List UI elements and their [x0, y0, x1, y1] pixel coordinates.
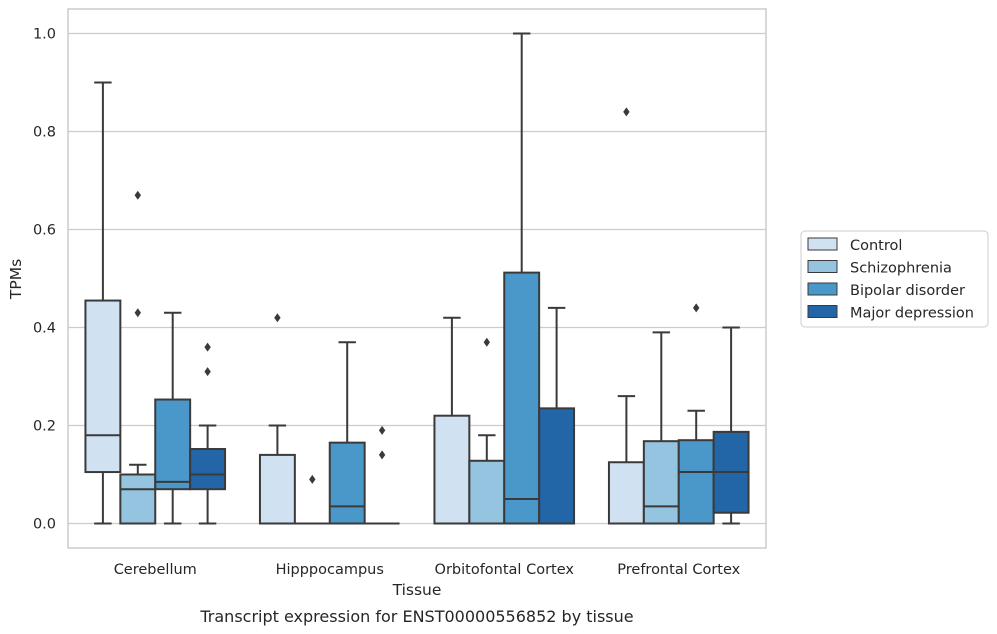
box-hipppocampus-bipolar-disorder: [328, 341, 366, 525]
legend-item-control: Control: [807, 237, 902, 254]
box-prefrontal-cortex-bipolar-disorder: [677, 303, 715, 525]
box-iqr: [538, 407, 576, 525]
legend-frame: [800, 230, 989, 328]
outlier-point: [204, 367, 211, 377]
outlier-point: [623, 107, 630, 117]
box-hipppocampus-control: [258, 313, 296, 525]
legend-label: Major depression: [850, 306, 974, 322]
box-iqr: [642, 440, 680, 525]
box-iqr: [84, 299, 122, 474]
outlier-point: [134, 190, 141, 200]
legend-label: Bipolar disorder: [850, 283, 965, 299]
box-iqr: [468, 459, 506, 525]
outlier-point: [378, 425, 386, 435]
box-orbitofontal-cortex-schizophrenia: [468, 337, 506, 525]
chart-caption: Transcript expression for ENST0000055685…: [199, 607, 633, 626]
legend-item-schizophrenia: Schizophrenia: [807, 260, 952, 277]
x-tick-label-orbitofontal-cortex: Orbitofontal Cortex: [435, 562, 575, 578]
legend-item-major-depression: Major depression: [807, 305, 974, 322]
outlier-point: [309, 474, 316, 484]
box-iqr: [503, 271, 541, 525]
legend-swatch: [807, 305, 838, 318]
box-hipppocampus-schizophrenia: [294, 474, 330, 525]
outlier-point: [204, 342, 211, 352]
y-tick-label: 0.4: [33, 321, 56, 337]
box-orbitofontal-cortex-major-depression: [538, 306, 576, 525]
box-hipppocampus-major-depression: [364, 425, 400, 525]
box-iqr: [189, 448, 227, 491]
box-orbitofontal-cortex-bipolar-disorder: [503, 32, 541, 525]
legend-label: Schizophrenia: [850, 261, 952, 277]
x-tick-label-cerebellum: Cerebellum: [114, 562, 197, 578]
box-series: [84, 32, 750, 525]
plot-frame: [67, 8, 767, 549]
outlier-point: [274, 313, 281, 323]
y-tick-label: 0.0: [33, 517, 56, 533]
box-iqr: [607, 461, 645, 525]
series-bipolar-disorder: [154, 32, 715, 525]
series-schizophrenia: [119, 190, 680, 525]
outlier-point: [483, 337, 490, 347]
box-iqr: [258, 453, 296, 525]
y-axis-title: TPMs: [7, 259, 25, 300]
legend-swatch: [807, 237, 838, 251]
box-prefrontal-cortex-control: [607, 107, 645, 525]
legend-item-bipolar-disorder: Bipolar disorder: [807, 282, 965, 299]
box-iqr: [433, 414, 471, 525]
box-iqr: [154, 398, 192, 491]
y-tick-label: 0.2: [33, 419, 56, 435]
box-orbitofontal-cortex-control: [433, 316, 471, 525]
outlier-point: [693, 303, 700, 313]
box-cerebellum-major-depression: [189, 342, 227, 525]
box-prefrontal-cortex-major-depression: [712, 326, 750, 525]
box-iqr: [328, 441, 366, 525]
box-cerebellum-bipolar-disorder: [154, 311, 192, 525]
box-iqr: [677, 439, 715, 525]
y-tick-label: 0.8: [33, 125, 56, 141]
series-control: [84, 81, 645, 525]
box-iqr: [119, 473, 157, 525]
box-prefrontal-cortex-schizophrenia: [642, 331, 680, 525]
x-tick-labels: Cerebellum Hipppocampus Orbitofontal Corte…: [114, 562, 741, 578]
outlier-point: [378, 450, 386, 460]
box-cerebellum-control: [84, 81, 122, 525]
series-major-depression: [189, 306, 750, 525]
y-tick-label: 0.6: [33, 223, 56, 239]
y-tick-label: 1.0: [33, 27, 56, 43]
legend: Control Schizophrenia Bipolar disorder Majo…: [800, 230, 989, 328]
outlier-point: [134, 308, 141, 318]
legend-swatch: [807, 260, 838, 273]
box-cerebellum-schizophrenia: [119, 190, 157, 525]
y-tick-labels: 0.0 0.2 0.4 0.6 0.8 1.0: [33, 27, 56, 533]
legend-swatch: [807, 282, 838, 296]
x-tick-label-prefrontal-cortex: Prefrontal Cortex: [617, 562, 740, 578]
x-tick-label-hipppocampus: Hipppocampus: [276, 562, 384, 578]
legend-label: Control: [850, 238, 902, 254]
x-axis-title: Tissue: [392, 581, 442, 599]
